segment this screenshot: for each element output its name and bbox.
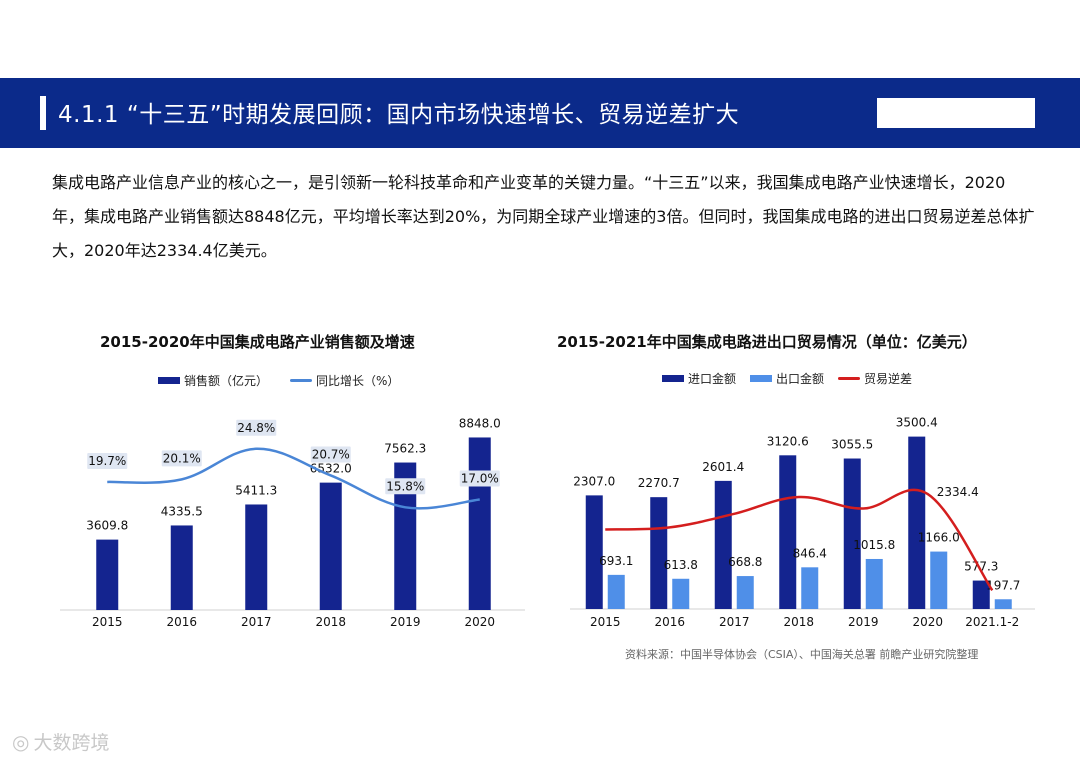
- legend-item-sales: 销售额（亿元）: [158, 372, 268, 389]
- legend-label-export: 出口金额: [776, 372, 825, 386]
- section-header: 4.1.1 “十三五”时期发展回顾：国内市场快速增长、贸易逆差扩大: [0, 78, 1080, 148]
- growth-label: 20.1%: [163, 451, 201, 465]
- import-bar-label: 3055.5: [831, 438, 873, 452]
- right-x-tick: 2019: [848, 615, 879, 629]
- growth-label: 24.8%: [237, 421, 275, 435]
- watermark-text: 大数跨境: [33, 732, 110, 754]
- intro-paragraph: 集成电路产业信息产业的核心之一，是引领新一轮科技革命和产业变革的关键力量。“十三…: [52, 173, 1035, 260]
- export-bar-label: 613.8: [664, 558, 698, 572]
- sales-bar: [245, 504, 268, 610]
- growth-label: 15.8%: [386, 479, 424, 493]
- legend-item-export: 出口金额: [750, 370, 824, 387]
- left-x-tick: 2016: [166, 615, 197, 629]
- legend-swatch-growth: [290, 379, 313, 382]
- import-bar: [650, 497, 668, 609]
- export-bar: [736, 576, 754, 609]
- growth-label-box: [236, 419, 277, 436]
- growth-label: 17.0%: [461, 472, 499, 486]
- right-x-tick: 2020: [912, 615, 943, 629]
- growth-label-box: [161, 450, 202, 467]
- import-bar: [908, 436, 926, 609]
- legend-label-sales: 销售额（亿元）: [184, 374, 269, 388]
- right-x-tick: 2016: [654, 615, 685, 629]
- export-bar: [607, 574, 625, 609]
- left-x-tick: 2015: [92, 615, 123, 629]
- import-bar: [714, 480, 732, 609]
- export-bar-label: 1015.8: [853, 538, 895, 552]
- import-bar: [779, 455, 797, 609]
- left-chart-legend: 销售额（亿元） 同比增长（%）: [158, 372, 421, 389]
- left-x-tick: 2018: [315, 615, 346, 629]
- growth-label-box: [459, 470, 500, 487]
- deficit-label: 2334.4: [937, 485, 979, 499]
- import-bar-label: 577.3: [964, 560, 998, 574]
- export-bar: [801, 567, 819, 609]
- legend-label-import: 进口金额: [688, 372, 737, 386]
- legend-swatch-import: [662, 375, 684, 382]
- right-chart-legend: 进口金额 出口金额 贸易逆差: [662, 370, 934, 387]
- right-chart-title: 2015-2021年中国集成电路进出口贸易情况（单位：亿美元）: [557, 333, 977, 351]
- sales-bar: [319, 482, 342, 610]
- sales-bar: [468, 437, 491, 610]
- sales-bar-label: 4335.5: [161, 504, 203, 518]
- header-accent-bar: [40, 96, 46, 130]
- section-title: 4.1.1 “十三五”时期发展回顾：国内市场快速增长、贸易逆差扩大: [58, 102, 740, 128]
- import-bar-label: 3120.6: [767, 434, 809, 448]
- legend-label-deficit: 贸易逆差: [864, 372, 913, 386]
- right-x-tick: 2021.1-2: [965, 615, 1019, 629]
- sales-bar: [394, 462, 417, 610]
- import-bar-label: 2307.0: [573, 474, 615, 488]
- growth-label-box: [385, 478, 426, 495]
- source-note: 资料来源：中国半导体协会（CSIA）、中国海关总署 前瞻产业研究院整理: [625, 648, 979, 661]
- watermark: ◎ 大数跨境: [12, 728, 109, 755]
- left-chart-title: 2015-2020年中国集成电路产业销售额及增速: [100, 333, 415, 351]
- export-bar: [994, 599, 1012, 609]
- legend-item-deficit: 贸易逆差: [838, 370, 912, 387]
- deficit-line: [605, 488, 994, 592]
- growth-label: 20.7%: [312, 447, 350, 461]
- right-x-tick: 2017: [719, 615, 750, 629]
- sales-bar: [170, 525, 193, 610]
- import-bar: [843, 458, 861, 609]
- import-bar: [585, 495, 603, 609]
- header-blank-box: [877, 98, 1035, 128]
- legend-swatch-deficit: [838, 377, 861, 380]
- growth-label: 19.7%: [88, 454, 126, 468]
- import-bar-label: 2270.7: [638, 476, 680, 490]
- export-bar: [930, 551, 948, 609]
- right-x-tick: 2015: [590, 615, 621, 629]
- sales-bar-label: 7562.3: [384, 442, 426, 456]
- import-bar-label: 2601.4: [702, 460, 744, 474]
- legend-swatch-export: [750, 375, 773, 382]
- sales-bar-label: 8848.0: [459, 416, 501, 430]
- sales-bar: [96, 539, 119, 610]
- import-bar-label: 3500.4: [896, 416, 938, 430]
- export-bar-label: 197.7: [986, 578, 1020, 592]
- left-x-tick: 2019: [390, 615, 421, 629]
- export-bar-label: 1166.0: [918, 531, 960, 545]
- growth-label-box: [87, 452, 128, 469]
- legend-label-growth: 同比增长（%）: [316, 374, 400, 388]
- left-x-tick: 2017: [241, 615, 272, 629]
- right-chart: 2307.0 693.1 2015 2270.7 613.8 2016 2601.4 668.…: [570, 416, 1035, 629]
- sales-bar-label: 3609.8: [86, 519, 128, 533]
- legend-swatch-sales: [158, 377, 180, 384]
- growth-line: [107, 447, 480, 510]
- export-bar-label: 693.1: [599, 554, 633, 568]
- export-bar: [865, 558, 883, 609]
- legend-item-growth: 同比增长（%）: [290, 372, 399, 389]
- import-bar: [972, 580, 990, 609]
- export-bar-label: 846.4: [793, 546, 827, 560]
- right-x-tick: 2018: [783, 615, 814, 629]
- left-x-tick: 2020: [464, 615, 495, 629]
- export-bar: [672, 578, 690, 609]
- growth-label-box: [310, 446, 351, 463]
- sales-bar-label: 5411.3: [235, 483, 277, 497]
- export-bar-label: 668.8: [728, 555, 762, 569]
- watermark-logo-icon: ◎: [12, 729, 30, 754]
- legend-item-import: 进口金额: [662, 370, 736, 387]
- left-chart: 3609.820154335.520165411.320176532.02018…: [60, 416, 525, 629]
